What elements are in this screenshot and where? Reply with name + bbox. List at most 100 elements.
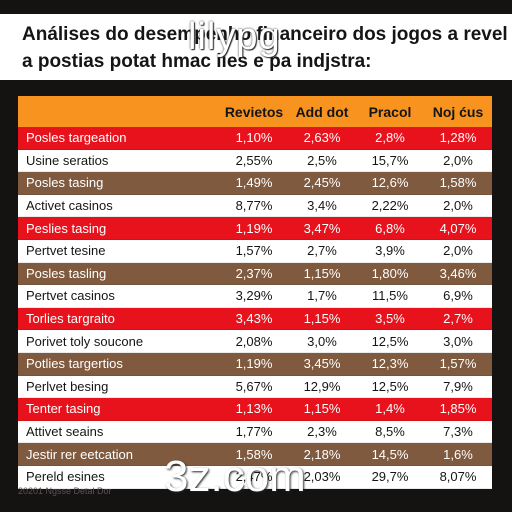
- table-cell: 1,19%: [235, 356, 273, 372]
- table-cell: 3,0%: [307, 333, 337, 349]
- page-title: Análises do desempenho financeiro dos jo…: [22, 24, 508, 45]
- table-cell: 12,5%: [371, 378, 409, 394]
- table-body: Posles targeation 1,10% 2,63% 2,8% 1,28% Usin…: [18, 127, 492, 489]
- table-row: Usine seratios 2,55% 2,5% 15,7% 2,0%: [18, 149, 492, 173]
- table-cell: 2,7%: [443, 311, 473, 327]
- table-cell: 2,0%: [443, 198, 473, 214]
- table-cell: 2,08%: [235, 333, 273, 349]
- table-cell: 1,58%: [235, 446, 273, 462]
- row-label: Posles targeation: [26, 130, 127, 146]
- row-label: Torlies targraito: [26, 311, 115, 327]
- table-cell: 2,7%: [307, 243, 337, 259]
- table-cell: 2,0%: [443, 243, 473, 259]
- table-cell: 3,46%: [439, 265, 477, 281]
- table-row: Torlies targraito 3,43% 1,15% 3,5% 2,7%: [18, 307, 492, 331]
- table-cell: 1,13%: [235, 401, 273, 417]
- table-cell: 2,47%: [235, 469, 273, 485]
- table-cell: 2,63%: [303, 130, 341, 146]
- table-cell: 8,5%: [375, 424, 405, 440]
- table-cell: 6,9%: [443, 288, 473, 304]
- table-cell: 1,80%: [371, 265, 409, 281]
- row-label: Jestir rer eetcation: [26, 446, 133, 462]
- table-cell: 1,7%: [307, 288, 337, 304]
- row-label: Activet casinos: [26, 198, 113, 214]
- table-cell: 8,77%: [235, 198, 273, 214]
- table-cell: 4,07%: [439, 220, 477, 236]
- table-cell: 3,5%: [375, 311, 405, 327]
- table-row: Jestir rer eetcation 1,58% 2,18% 14,5% 1,6%: [18, 443, 492, 466]
- row-label: Posles tasling: [26, 265, 107, 281]
- table-cell: 12,9%: [303, 378, 341, 394]
- table-cell: 1,4%: [375, 401, 405, 417]
- row-label: Tenter tasing: [26, 401, 101, 417]
- table-cell: 1,6%: [443, 446, 473, 462]
- table-cell: 1,58%: [439, 175, 477, 191]
- table-cell: 1,49%: [235, 175, 273, 191]
- table-header: Revietos Add dot Pracol Noj ćus: [18, 96, 492, 127]
- table-cell: 2,5%: [307, 152, 337, 168]
- header-cell: Revietos: [224, 103, 284, 120]
- table-cell: 3,45%: [303, 356, 341, 372]
- table-cell: 7,3%: [443, 424, 473, 440]
- table-cell: 14,5%: [371, 446, 409, 462]
- table-cell: 1,77%: [235, 424, 273, 440]
- table-cell: 1,15%: [303, 401, 341, 417]
- table-cell: 15,7%: [371, 152, 409, 168]
- table-row: Potlies targertios 1,19% 3,45% 12,3% 1,57%: [18, 352, 492, 376]
- table-row: Porivet toly soucone 2,08% 3,0% 12,5% 3,0%: [18, 330, 492, 353]
- table-row: Pereld esines 2,47% 2,03% 29,7% 8,07%: [18, 465, 492, 489]
- table-cell: 2,18%: [303, 446, 341, 462]
- table-row: Pertvet casinos 3,29% 1,7% 11,5% 6,9%: [18, 285, 492, 308]
- header-cell: Add dot: [295, 103, 349, 120]
- table-cell: 7,9%: [443, 378, 473, 394]
- table-row: Pertvet tesine 1,57% 2,7% 3,9% 2,0%: [18, 239, 492, 263]
- table-cell: 8,07%: [439, 469, 477, 485]
- table-cell: 29,7%: [371, 469, 409, 485]
- row-label: Peslies tasing: [26, 220, 107, 236]
- row-label: Perlvet besing: [26, 378, 109, 394]
- row-label: Pereld esines: [26, 469, 105, 485]
- page-subtitle: a postias potat hmac lies e pa indjstra:: [22, 51, 372, 72]
- data-table: Revietos Add dot Pracol Noj ćus Posles t…: [18, 96, 492, 489]
- table-cell: 12,5%: [371, 333, 409, 349]
- row-label: Usine seratios: [26, 152, 109, 168]
- table-row: Perlvet besing 5,67% 12,9% 12,5% 7,9%: [18, 375, 492, 399]
- table-row: Posles tasing 1,49% 2,45% 12,6% 1,58%: [18, 172, 492, 195]
- table-cell: 3,4%: [307, 198, 337, 214]
- row-label: Pertvet casinos: [26, 288, 115, 304]
- row-label: Porivet toly soucone: [26, 333, 144, 349]
- watermark-top: lilypg: [188, 16, 281, 58]
- table-cell: 2,8%: [375, 130, 405, 146]
- row-label: Pertvet tesine: [26, 243, 106, 259]
- footer-text: 20201 Ngsse Detal Dor: [18, 486, 112, 496]
- table-cell: 5,67%: [235, 378, 273, 394]
- table-cell: 12,3%: [371, 356, 409, 372]
- table-cell: 11,5%: [372, 288, 408, 304]
- table-cell: 12,6%: [371, 175, 409, 191]
- table-row: Attivet seains 1,77% 2,3% 8,5% 7,3%: [18, 420, 492, 444]
- table-cell: 2,55%: [235, 152, 273, 168]
- table-cell: 1,57%: [235, 243, 273, 259]
- table-cell: 2,3%: [307, 424, 337, 440]
- table-cell: 2,45%: [303, 175, 341, 191]
- table-row: Posles targeation 1,10% 2,63% 2,8% 1,28%: [18, 127, 492, 150]
- table-cell: 1,85%: [439, 401, 477, 417]
- table-cell: 1,57%: [439, 356, 477, 372]
- table-cell: 1,19%: [235, 220, 273, 236]
- table-cell: 1,15%: [303, 311, 341, 327]
- table-cell: 6,8%: [375, 220, 405, 236]
- table-cell: 2,37%: [235, 265, 273, 281]
- table-cell: 3,47%: [303, 220, 341, 236]
- table-cell: 2,03%: [303, 469, 341, 485]
- table-row: Activet casinos 8,77% 3,4% 2,22% 2,0%: [18, 194, 492, 218]
- table-cell: 1,15%: [303, 265, 341, 281]
- table-cell: 3,9%: [375, 243, 405, 259]
- table-row: Posles tasling 2,37% 1,15% 1,80% 3,46%: [18, 262, 492, 286]
- row-label: Attivet seains: [26, 424, 104, 440]
- table-cell: 2,0%: [443, 152, 473, 168]
- table-row: Tenter tasing 1,13% 1,15% 1,4% 1,85%: [18, 398, 492, 421]
- watermark-bottom: 3z.com: [164, 452, 306, 501]
- table-row: Peslies tasing 1,19% 3,47% 6,8% 4,07%: [18, 217, 492, 240]
- title-block: Análises do desempenho financeiro dos jo…: [0, 14, 512, 80]
- table-cell: 2,22%: [371, 198, 409, 214]
